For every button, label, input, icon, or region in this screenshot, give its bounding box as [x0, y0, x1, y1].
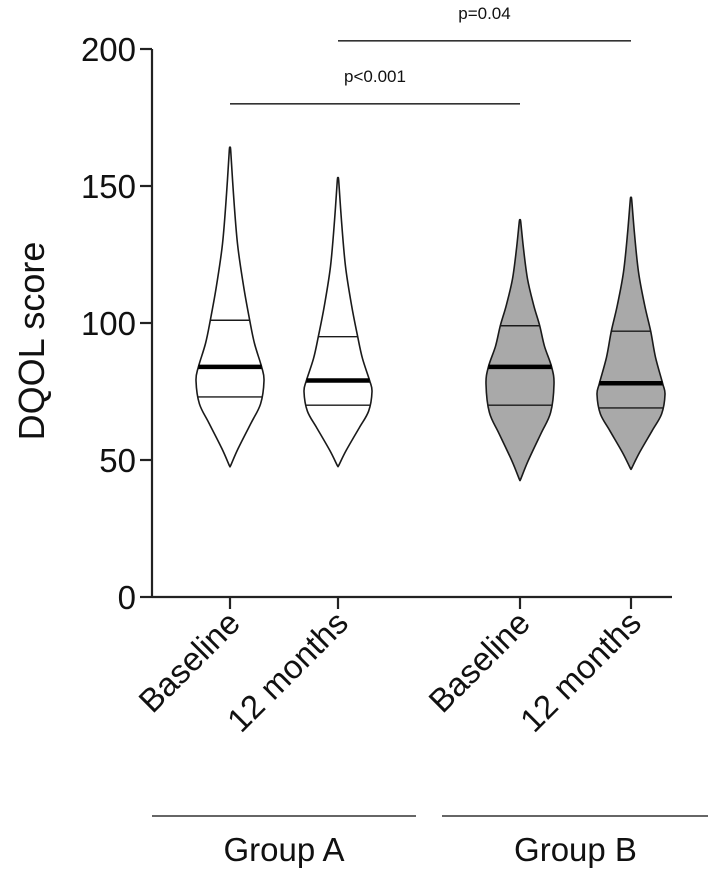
violin-3 — [596, 196, 666, 471]
y-axis-label: DQOL score — [11, 242, 52, 441]
y-tick-label: 50 — [99, 442, 136, 479]
category-label: 12 months — [513, 604, 648, 739]
group-label: Group A — [223, 831, 344, 868]
significance-label: p<0.001 — [344, 67, 406, 86]
y-tick-label: 200 — [81, 31, 136, 68]
y-tick-label: 100 — [81, 305, 136, 342]
y-ticks: 0 50 100 150 200 — [81, 31, 152, 616]
violin-1 — [303, 176, 373, 468]
group-labels: Group A Group B — [152, 815, 708, 868]
significance-annotations: p<0.001 p=0.04 — [230, 4, 631, 105]
y-tick-label: 0 — [118, 579, 136, 616]
category-label: Baseline — [421, 604, 537, 720]
violin-2 — [485, 218, 555, 482]
group-label: Group B — [514, 831, 637, 868]
violin-0 — [195, 146, 265, 468]
violins — [195, 146, 666, 609]
significance-label: p=0.04 — [458, 4, 510, 23]
y-tick-label: 150 — [81, 168, 136, 205]
